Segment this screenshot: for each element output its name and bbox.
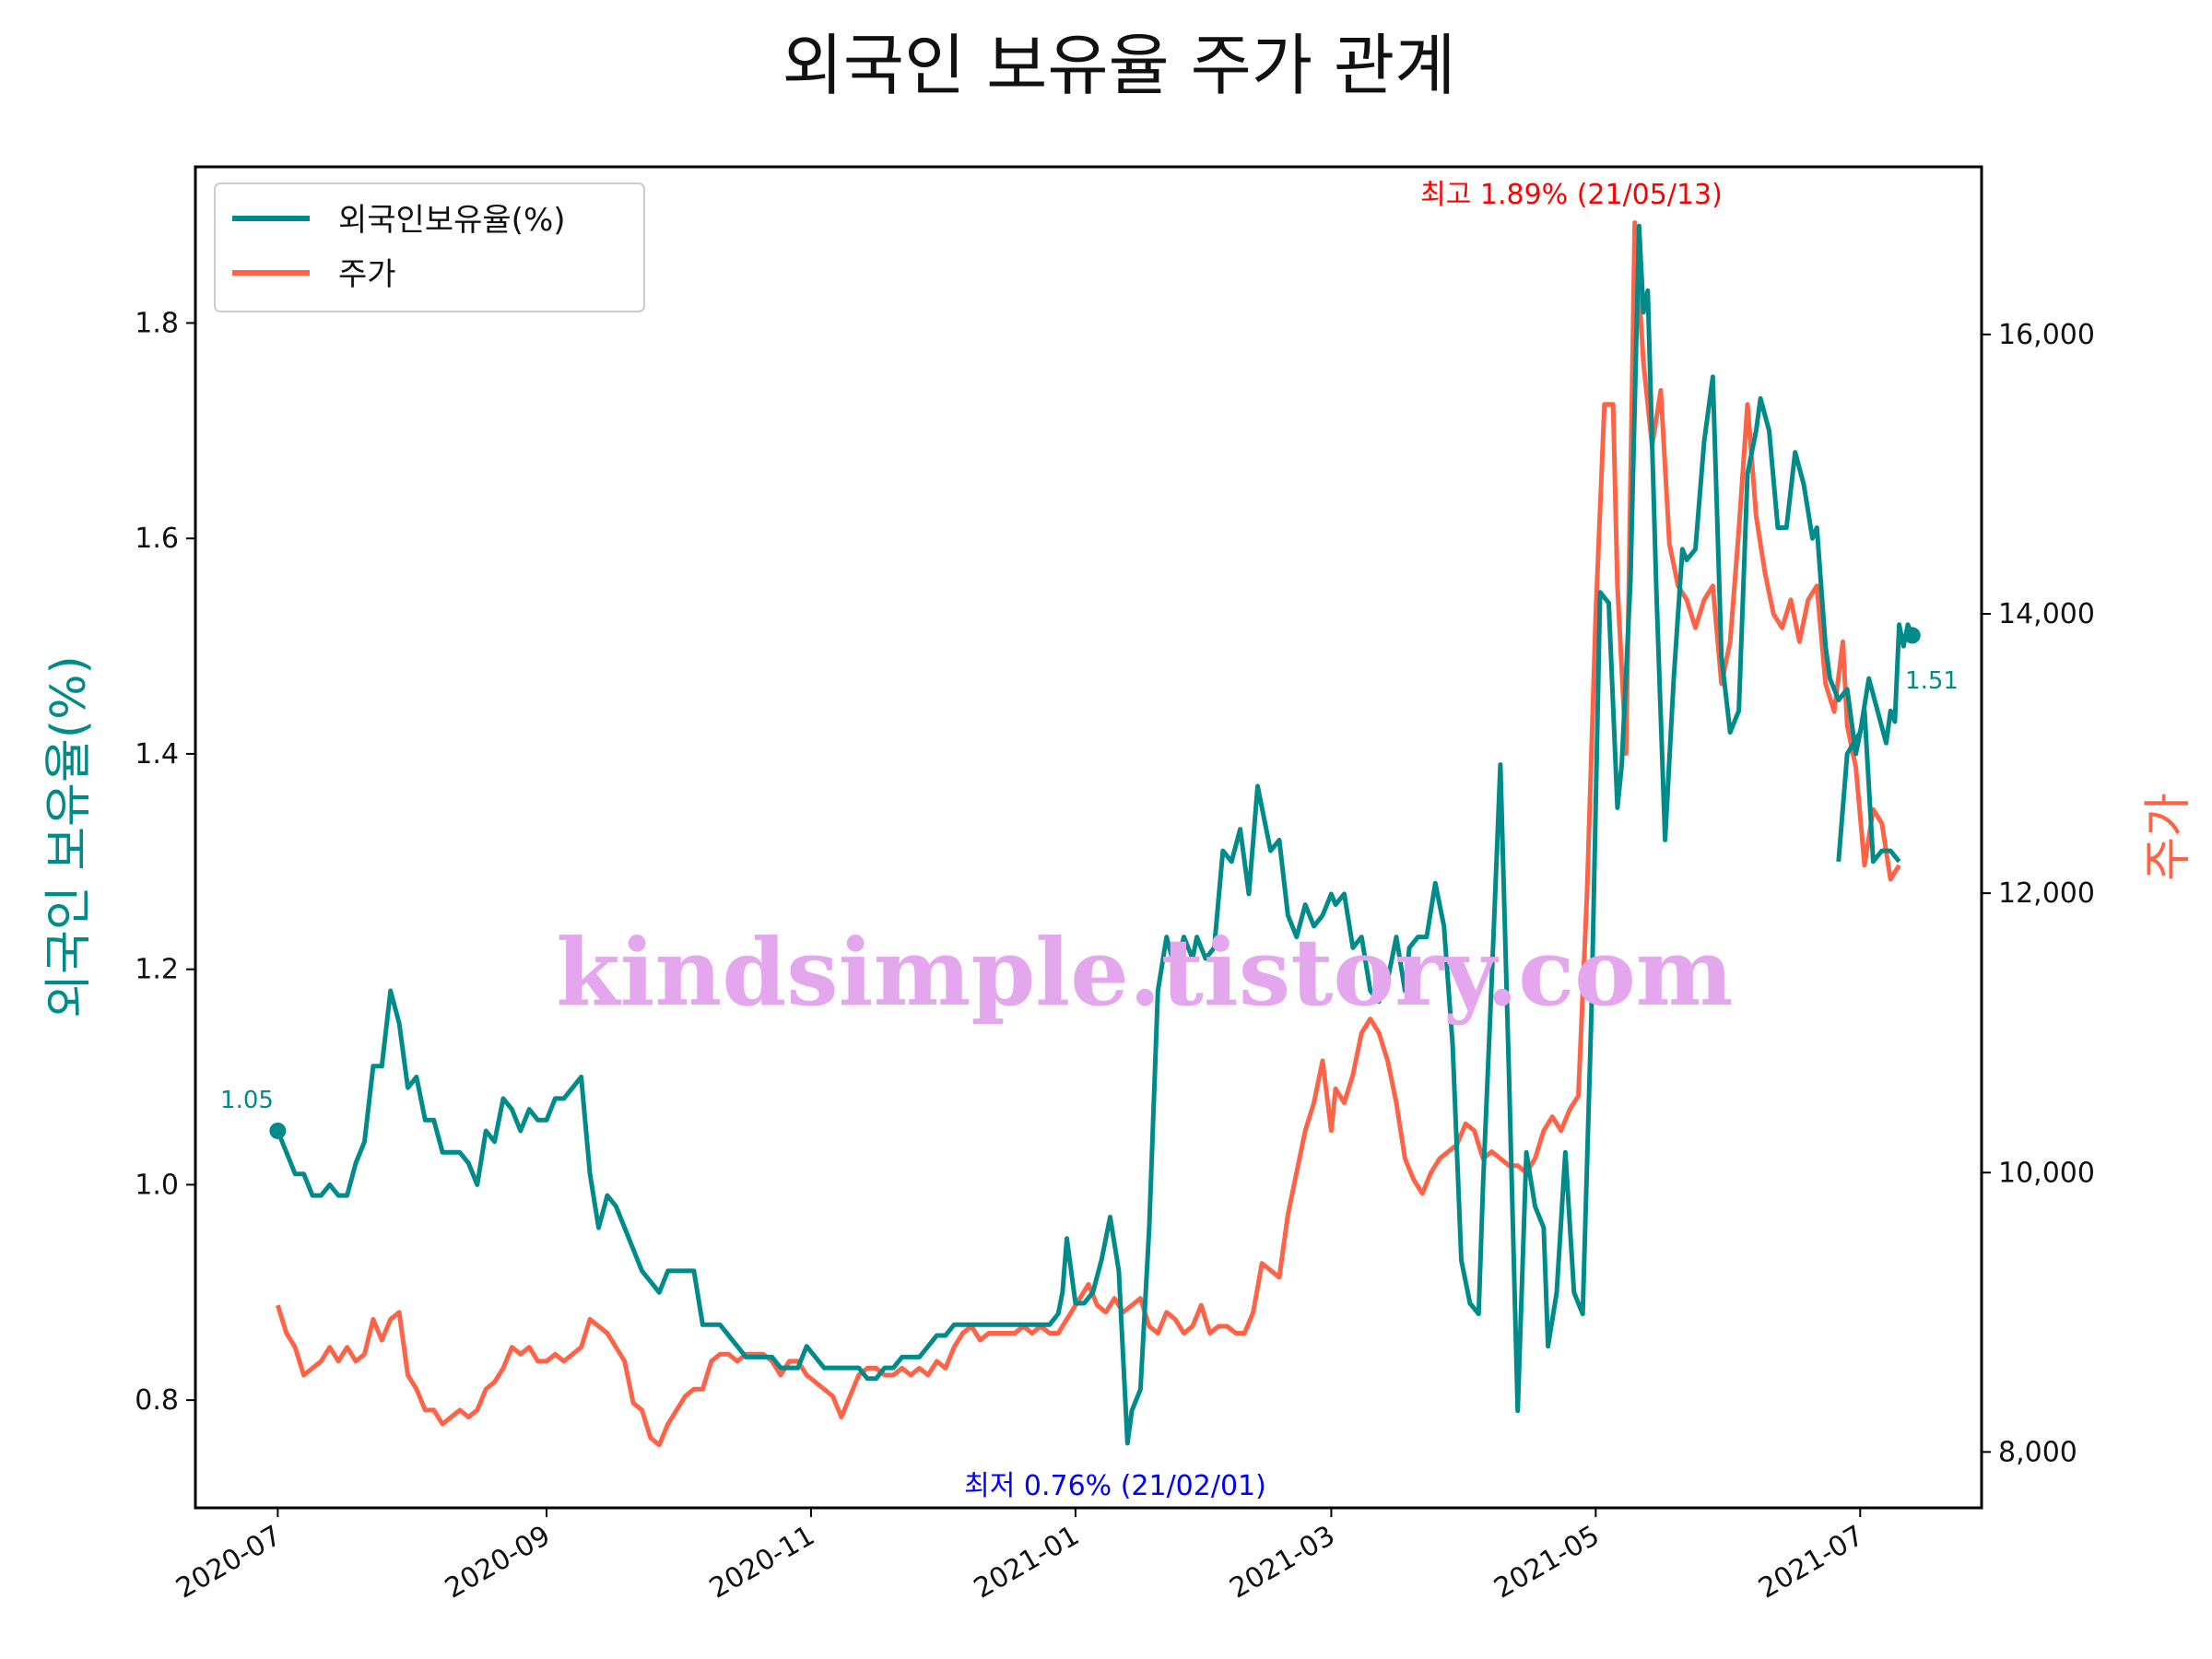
y1-tick-label: 1.0: [135, 1169, 179, 1201]
y2-tick-label: 14,000: [1998, 598, 2095, 630]
chart-title: 외국인 보유율 주가 관계: [782, 27, 1455, 104]
y2-tick-label: 8,000: [1998, 1436, 2077, 1468]
min-annotation: 최저 0.76% (21/02/01): [964, 1470, 1266, 1502]
x-tick-label: 2020-09: [440, 1520, 556, 1606]
start-point-marker: [269, 1122, 287, 1139]
y1-tick-label: 1.8: [135, 307, 179, 339]
y1-tick-label: 1.6: [135, 523, 179, 555]
x-tick-label: 2021-05: [1488, 1520, 1605, 1606]
y1-tick-label: 1.4: [135, 738, 179, 771]
plot-frame: [194, 165, 1983, 1510]
y-axis-right-title: 주가: [2141, 793, 2196, 881]
legend-label-price: 주가: [338, 256, 396, 293]
watermark: kindsimple.tistory.com: [556, 918, 1733, 1027]
x-tick-label: 2021-01: [969, 1520, 1085, 1606]
max-annotation: 최고 1.89% (21/05/13): [1420, 179, 1723, 211]
start-value-label: 1.05: [220, 1087, 274, 1114]
y1-tick-label: 1.2: [135, 954, 179, 986]
end-point-marker: [1903, 627, 1921, 644]
y-axis-left-title: 외국인 보유율(%): [41, 655, 97, 1018]
legend: 외국인보유율(%) 주가: [214, 182, 645, 312]
series-line-ownership-tail: [1836, 622, 1915, 863]
x-tick-label: 2021-07: [1753, 1520, 1869, 1606]
y2-tick-label: 10,000: [1998, 1157, 2095, 1189]
legend-label-ownership: 외국인보유율(%): [338, 202, 566, 239]
x-tick-label: 2020-11: [704, 1520, 820, 1606]
y2-tick-label: 12,000: [1998, 877, 2095, 910]
series-line-ownership: [276, 223, 1901, 1446]
x-tick-label: 2021-03: [1224, 1520, 1340, 1606]
x-tick-label: 2020-07: [171, 1520, 287, 1606]
end-value-label: 1.51: [1905, 667, 1959, 695]
y2-tick-label: 16,000: [1998, 319, 2095, 351]
plot-area: [269, 220, 1921, 1448]
legend-box: [214, 182, 645, 312]
series-line-price: [276, 220, 1901, 1448]
y1-tick-label: 0.8: [135, 1384, 179, 1417]
